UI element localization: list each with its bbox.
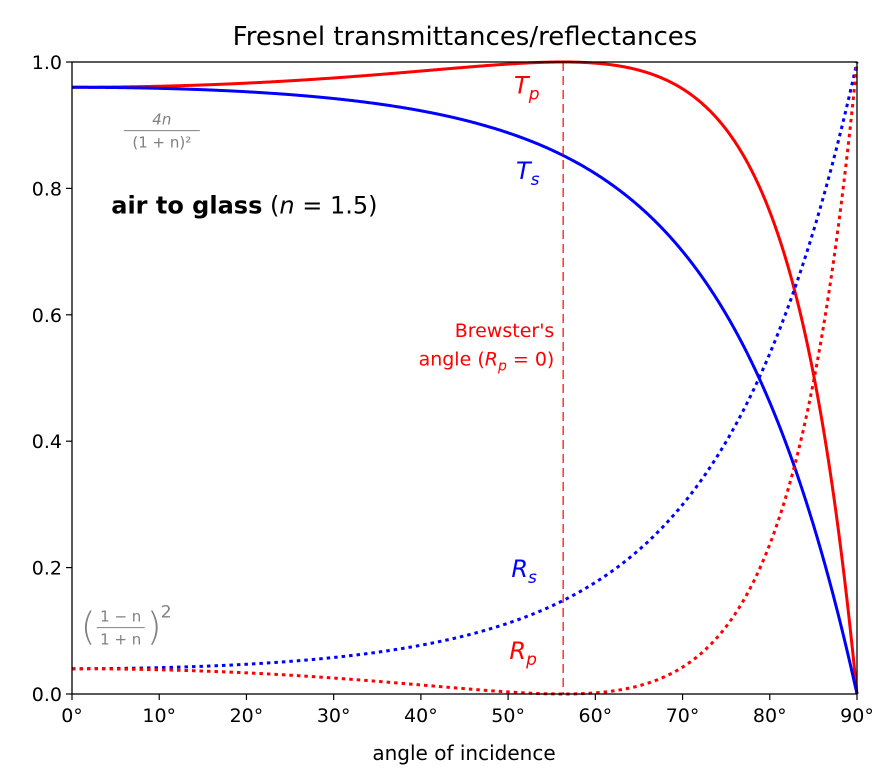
x-tick-label: 70° xyxy=(666,705,700,727)
x-tick-label: 90° xyxy=(840,705,874,727)
series-Rp-line xyxy=(72,61,859,696)
series-label-Tp: Tp xyxy=(514,72,540,105)
medium-label-rest: = 1.5) xyxy=(295,192,378,220)
series-label-Rp: Rp xyxy=(509,637,537,670)
x-tick-label: 30° xyxy=(317,705,351,727)
brewster-label-suffix: = 0) xyxy=(507,348,555,370)
y-tick-label: 1.0 xyxy=(32,52,62,74)
x-axis-label: angle of incidence xyxy=(372,741,555,765)
series-label-main: T xyxy=(514,72,531,100)
r-formula-denominator: 1 + n xyxy=(100,631,141,649)
r-formula-right-paren: ) xyxy=(147,605,162,649)
series-label-sub: p xyxy=(528,85,540,105)
series-label-Ts: Ts xyxy=(516,157,540,190)
y-tick-label: 0.2 xyxy=(32,558,62,580)
brewster-label-line1: Brewster's xyxy=(455,320,555,342)
x-tick-label: 0° xyxy=(61,705,83,727)
x-tick-label: 80° xyxy=(753,705,787,727)
medium-label-var: n xyxy=(279,192,294,220)
y-tick-label: 0.4 xyxy=(32,431,62,453)
series-label-sub: s xyxy=(528,568,537,588)
brewster-label-line2: angle (Rp = 0) xyxy=(419,348,555,374)
chart-title: Fresnel transmittances/reflectances xyxy=(233,22,698,52)
series-layer xyxy=(72,60,859,696)
series-Tp-line xyxy=(72,60,859,695)
medium-label-bold: air to glass xyxy=(111,192,262,220)
t-formula-numerator: 4n xyxy=(152,111,171,129)
r-formula-exponent: 2 xyxy=(161,603,172,623)
x-tick-label: 50° xyxy=(491,705,525,727)
medium-label: air to glass (n = 1.5) xyxy=(111,192,377,220)
brewster-label-prefix: angle ( xyxy=(419,348,485,370)
series-label-Rs: Rs xyxy=(511,555,537,588)
brewster-label-sub: p xyxy=(497,358,507,374)
x-tick-label: 60° xyxy=(578,705,612,727)
series-label-main: R xyxy=(509,637,526,665)
y-tick-label: 0.6 xyxy=(32,305,62,327)
x-tick-label: 20° xyxy=(230,705,264,727)
brewster-label-var: R xyxy=(485,348,498,370)
series-label-main: R xyxy=(511,555,528,583)
plot-frame xyxy=(71,61,858,695)
x-axis: 0° 10° 20° 30° 40° 50° 60° 70° 80° 90° xyxy=(61,694,874,727)
y-tick-label: 0.8 xyxy=(32,178,62,200)
t-formula-denominator: (1 + n)² xyxy=(132,134,191,152)
medium-label-open: ( xyxy=(262,192,279,220)
r-formula-numerator: 1 − n xyxy=(100,608,141,626)
y-tick-label: 0.0 xyxy=(32,684,62,706)
series-Ts-line xyxy=(72,85,859,695)
x-tick-label: 10° xyxy=(142,705,176,727)
series-label-sub: p xyxy=(525,650,537,670)
r-formula-left-paren: ( xyxy=(81,605,96,649)
y-axis: 0.0 0.2 0.4 0.6 0.8 1.0 xyxy=(32,52,72,706)
series-Rs-line xyxy=(72,61,859,671)
x-tick-label: 40° xyxy=(404,705,438,727)
series-label-main: T xyxy=(516,157,533,185)
series-label-sub: s xyxy=(531,170,540,190)
